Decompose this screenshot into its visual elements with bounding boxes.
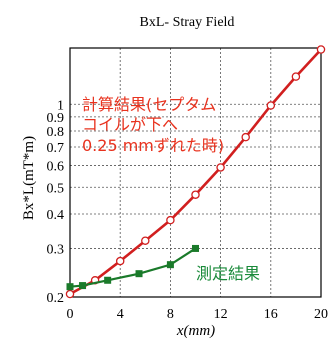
y-axis-label: Bx*L(mT*m) xyxy=(21,136,37,220)
y-tick-label: 0.4 xyxy=(47,208,65,223)
annotation-calculated-line: 0.25 mmずれた時) xyxy=(82,136,224,155)
data-point xyxy=(104,276,112,284)
y-tick-label: 0.9 xyxy=(47,111,65,126)
x-tick-label: 12 xyxy=(214,307,228,322)
annotation-calculated-line: 計算結果(セプタム xyxy=(82,95,216,114)
x-tick-label: 4 xyxy=(117,307,124,322)
series-line xyxy=(69,247,197,288)
data-point xyxy=(115,256,125,266)
x-tick-label: 20 xyxy=(314,307,328,322)
chart-title: BxL- Stray Field xyxy=(140,15,235,30)
x-tick-label: 16 xyxy=(264,307,278,322)
plot-frame xyxy=(69,47,322,298)
data-point xyxy=(192,244,199,252)
annotation-measured: 測定結果 xyxy=(196,264,260,283)
data-point xyxy=(241,132,250,142)
annotation-calculated-line: コイルが下へ xyxy=(82,115,178,134)
series-line xyxy=(69,48,322,296)
y-tick-label: 0.8 xyxy=(47,125,65,140)
y-tick-label: 0.6 xyxy=(47,159,65,174)
data-point xyxy=(141,236,150,245)
y-tick-label: 0.5 xyxy=(47,181,65,196)
data-point xyxy=(191,190,200,199)
x-tick-label: 8 xyxy=(167,307,174,322)
data-point xyxy=(66,283,74,291)
data-point xyxy=(266,101,276,110)
y-tick-label: 0.7 xyxy=(47,141,65,156)
y-tick-labels: 0.2 0.3 0.4 0.5 0.6 0.70.80.91 xyxy=(47,98,65,306)
data-point xyxy=(316,45,326,54)
series-1 xyxy=(65,45,326,299)
y-tick-label: 0.3 xyxy=(47,242,65,257)
data-point xyxy=(166,261,174,269)
data-point xyxy=(216,163,225,172)
x-tick-label: 0 xyxy=(67,307,74,322)
data-point xyxy=(166,215,175,225)
x-tick-labels: 0 4 8 12 16 20 xyxy=(67,307,329,322)
data-point xyxy=(65,289,75,299)
series-layer xyxy=(65,45,326,299)
series-2 xyxy=(66,244,199,291)
y-tick-label: 0.2 xyxy=(47,291,65,306)
data-point xyxy=(135,270,143,278)
y-tick-label: 1 xyxy=(57,98,64,113)
grid xyxy=(69,48,322,298)
data-point xyxy=(79,282,87,290)
data-point xyxy=(291,72,301,81)
x-axis-label: x(mm) xyxy=(176,323,215,339)
